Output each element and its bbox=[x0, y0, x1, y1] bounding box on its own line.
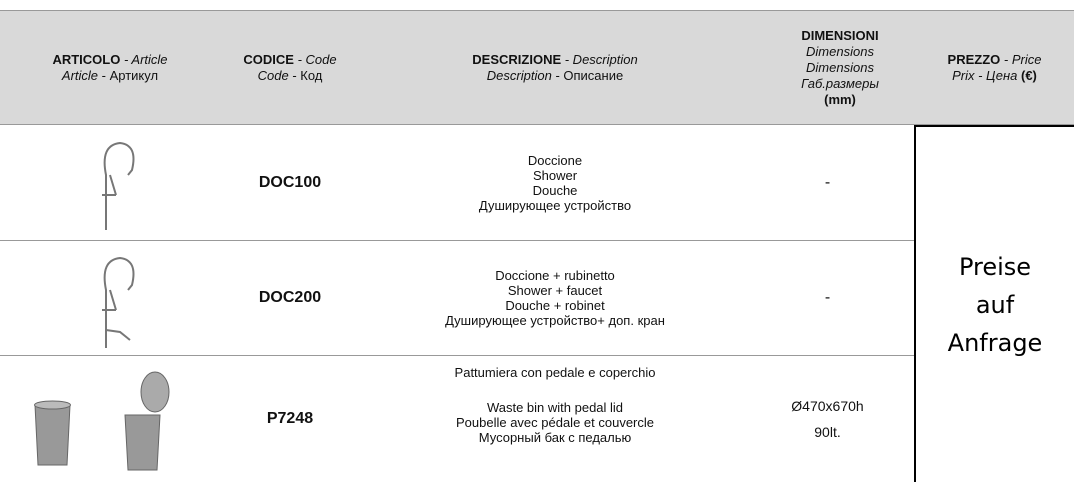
description-line: Waste bin with pedal lid bbox=[486, 400, 624, 415]
header-text: Dimensions bbox=[806, 59, 874, 75]
row-separator bbox=[0, 240, 915, 241]
header-text: (€) bbox=[1017, 67, 1037, 83]
description-line: Doccione + rubinetto bbox=[495, 267, 615, 283]
dimension-line: 90lt. bbox=[814, 423, 841, 440]
description-line: Douche bbox=[532, 182, 578, 198]
header-text: - Description bbox=[561, 51, 638, 67]
header-text: Description bbox=[486, 67, 552, 83]
header-cell: DIMENSIONI Dimensions Dimensions Габ.раз… bbox=[740, 10, 940, 125]
header-text: - Артикул bbox=[98, 67, 159, 83]
header-cell: DESCRIZIONE - Description Description - … bbox=[370, 10, 740, 125]
shower-icon bbox=[102, 141, 135, 230]
description: Doccione + rubinetto Shower + faucet Dou… bbox=[370, 240, 740, 355]
code: P7248 bbox=[266, 410, 314, 427]
code: DOC200 bbox=[258, 289, 322, 306]
dimension-line: - bbox=[824, 289, 831, 306]
description: Pattumiera con pedale e coperchio Waste … bbox=[370, 355, 740, 482]
description-line: Душирующее устройство bbox=[478, 197, 632, 213]
header-cell: PREZZO - Price Prix - Цена (€) bbox=[915, 10, 1074, 125]
dimensions: Ø470x670h 90lt. bbox=[740, 355, 915, 482]
header-text: PREZZO bbox=[947, 51, 1001, 67]
row-separator bbox=[0, 355, 915, 356]
header-text: - Price bbox=[1000, 51, 1042, 67]
description-line: Douche + robinet bbox=[505, 297, 605, 313]
code: DOC100 bbox=[258, 174, 322, 191]
description-line: Pattumiera con pedale e coperchio bbox=[454, 365, 656, 380]
price-cell: Preise auf Anfrage bbox=[914, 125, 1074, 482]
header-text: - Article bbox=[120, 51, 168, 67]
header-text: - Код bbox=[288, 67, 323, 83]
description-line: Душирующее устройство+ доп. кран bbox=[445, 312, 665, 328]
header-text: Dimensions bbox=[806, 43, 874, 59]
description-line: Shower bbox=[532, 167, 578, 183]
header-text: ARTICOLO bbox=[52, 51, 121, 67]
dimension-line: Ø470x670h bbox=[791, 397, 864, 414]
header-text: Article bbox=[61, 67, 99, 83]
header-text: Габ.размеры bbox=[801, 75, 879, 91]
dimensions: - bbox=[740, 240, 915, 355]
description-line: Poubelle avec pédale et couvercle bbox=[455, 415, 655, 430]
description: Doccione Shower Douche Душирующее устрой… bbox=[370, 125, 740, 240]
header-text: CODICE bbox=[243, 51, 294, 67]
description-line: Мусорный бак с педалью bbox=[478, 430, 632, 445]
header-text: (mm) bbox=[824, 91, 856, 107]
header-text: - Описание bbox=[551, 67, 624, 83]
price-text: Preise auf Anfrage bbox=[947, 252, 1043, 357]
shower-faucet-icon bbox=[102, 256, 135, 348]
description-line: Doccione bbox=[527, 152, 583, 168]
header-text: - Code bbox=[293, 51, 337, 67]
dimension-line: - bbox=[824, 174, 831, 191]
header-text: Code bbox=[257, 67, 289, 83]
header-text: Prix - Цена bbox=[952, 67, 1018, 83]
bin-icon bbox=[34, 371, 170, 471]
description-line: Shower + faucet bbox=[507, 282, 603, 298]
header-cell: ARTICOLO - Article Article - Артикул bbox=[0, 10, 220, 125]
dimensions: - bbox=[740, 125, 915, 240]
header-bar bbox=[0, 10, 1074, 125]
header-text: DESCRIZIONE bbox=[472, 51, 562, 67]
header-cell: CODICE - Code Code - Код bbox=[210, 10, 370, 125]
header-text: DIMENSIONI bbox=[801, 27, 879, 43]
